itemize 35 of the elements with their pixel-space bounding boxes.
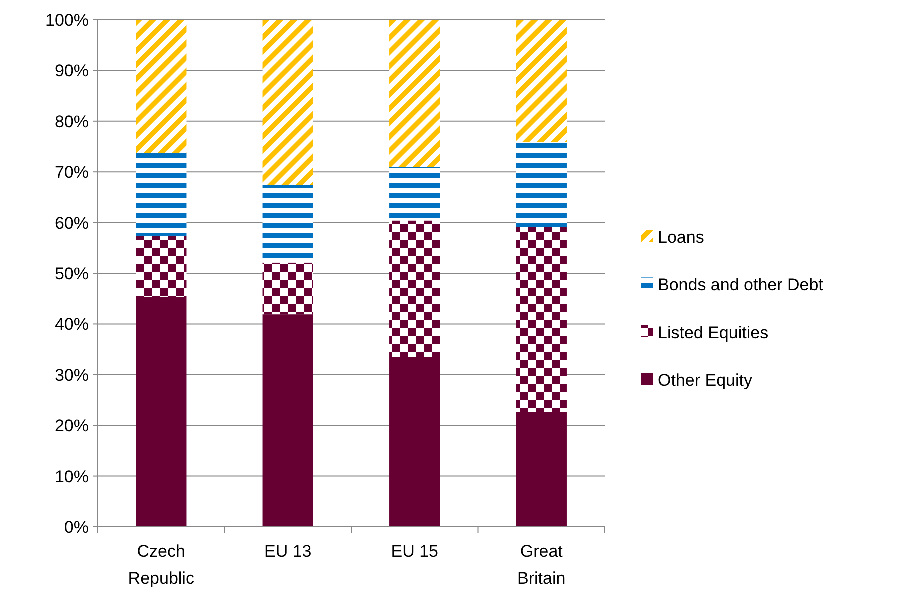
legend-label: Listed Equities — [658, 323, 769, 342]
bar — [516, 227, 567, 412]
legend-label: Loans — [658, 228, 704, 247]
bar — [516, 412, 567, 527]
bar — [136, 297, 187, 527]
y-tick-label: 40% — [54, 315, 89, 334]
y-tick-label: 60% — [54, 214, 89, 233]
y-tick-label: 0% — [64, 518, 89, 537]
bar — [516, 20, 567, 142]
bar — [390, 20, 440, 168]
x-tick-label: Great Britain — [518, 542, 566, 588]
y-tick-label: 100% — [46, 10, 89, 30]
y-tick-label: 10% — [54, 467, 89, 486]
y-tick-label: 50% — [54, 264, 89, 284]
y-tick-label: 30% — [54, 366, 89, 385]
bar — [390, 167, 440, 221]
bar — [390, 220, 440, 358]
bar — [390, 357, 440, 527]
bar — [136, 236, 187, 298]
legend-label: Other Equity — [658, 371, 753, 390]
y-tick-label: 70% — [54, 163, 89, 182]
x-tick-label: Czech Republic — [128, 542, 195, 588]
bar — [262, 314, 314, 527]
bar — [516, 142, 567, 228]
bar — [136, 20, 187, 154]
bar — [262, 262, 314, 315]
bar — [262, 185, 314, 263]
bar — [262, 20, 314, 186]
x-tick-label: EU 13 — [264, 542, 312, 561]
bar — [136, 153, 187, 236]
legend-label: Bonds and other Debt — [658, 276, 824, 295]
y-tick-label: 20% — [54, 416, 89, 436]
y-tick-label: 90% — [54, 62, 89, 81]
y-tick-label: 80% — [54, 112, 89, 132]
x-tick-label: EU 15 — [391, 542, 438, 561]
